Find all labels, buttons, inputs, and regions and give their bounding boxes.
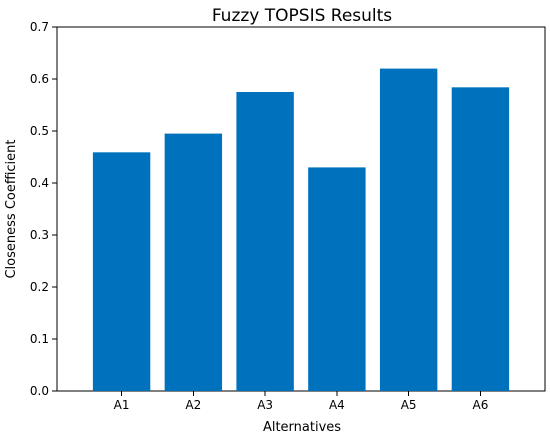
plot-area — [56, 26, 546, 392]
y-tick-label: 0.4 — [30, 176, 49, 190]
x-tick-label: A5 — [401, 398, 417, 412]
chart-title: Fuzzy TOPSIS Results — [212, 6, 392, 26]
bar-a4 — [308, 167, 366, 391]
x-tick-label: A3 — [257, 398, 273, 412]
bar-a2 — [164, 133, 223, 391]
y-axis-label: Closeness Coefficient — [4, 139, 19, 278]
bar-a5 — [379, 68, 438, 391]
x-tick-label: A2 — [185, 398, 201, 412]
y-tick-label: 0.6 — [30, 72, 49, 86]
x-tick-label: A4 — [329, 398, 345, 412]
y-axis: 0.0 0.1 0.2 0.3 0.4 0.5 0.6 0.7 — [30, 20, 57, 398]
y-tick-label: 0.1 — [30, 332, 49, 346]
x-tick-label: A1 — [114, 398, 130, 412]
y-tick-label: 0.2 — [30, 280, 49, 294]
bar-a6 — [451, 87, 510, 391]
x-axis-label: Alternatives — [263, 420, 341, 435]
x-axis: A1 A2 A3 A4 A5 A6 — [114, 391, 488, 412]
x-tick-label: A6 — [472, 398, 488, 412]
bar-a3 — [236, 92, 294, 391]
plot-frame — [56, 26, 546, 392]
y-tick-label: 0.5 — [30, 124, 49, 138]
bar-a1 — [92, 152, 151, 391]
bars-group — [92, 68, 510, 391]
y-tick-label: 0.3 — [30, 228, 49, 242]
y-tick-label: 0.0 — [30, 384, 49, 398]
y-tick-label: 0.7 — [30, 20, 49, 34]
